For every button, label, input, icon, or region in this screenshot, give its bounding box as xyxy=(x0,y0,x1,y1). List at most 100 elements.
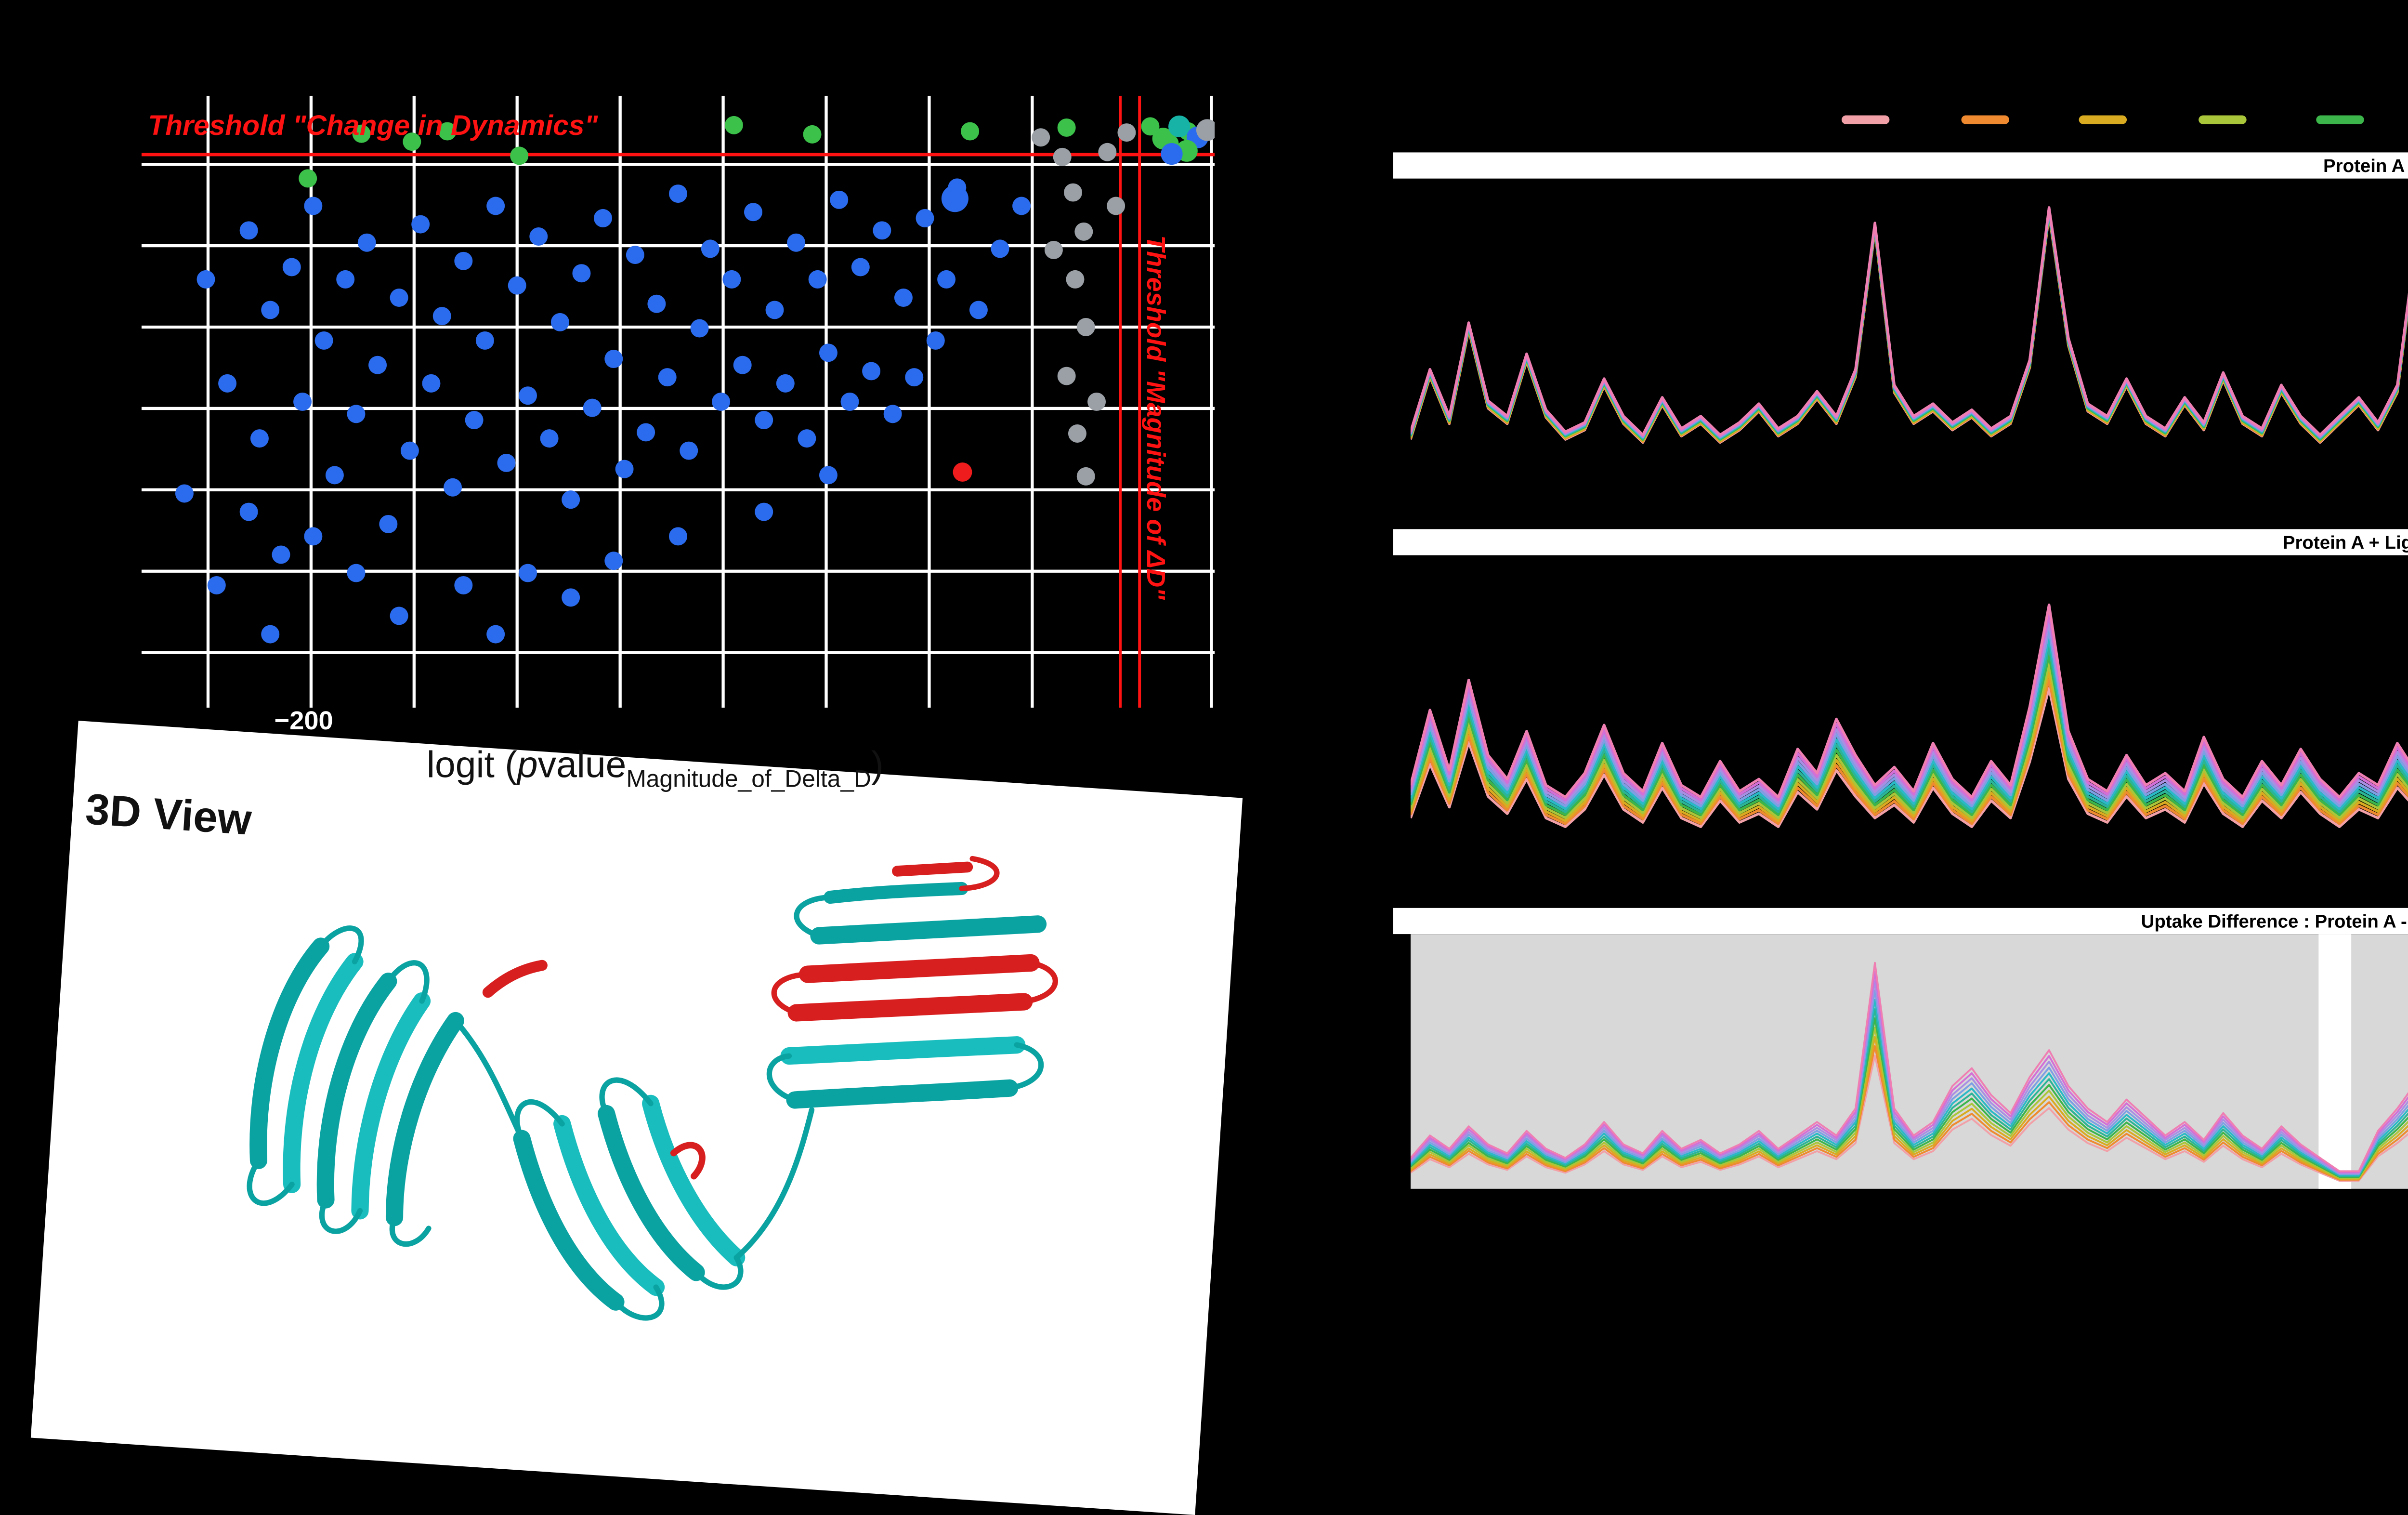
scatter-point-blue[interactable] xyxy=(819,343,838,362)
scatter-point-blue[interactable] xyxy=(304,527,323,546)
scatter-point-gray[interactable] xyxy=(1068,424,1086,443)
scatter-point-blue[interactable] xyxy=(755,502,773,521)
uptake-trace-3[interactable] xyxy=(1410,211,2408,458)
scatter-point-blue[interactable] xyxy=(744,203,762,222)
scatter-point-blue[interactable] xyxy=(647,294,666,313)
scatter-point-blue[interactable] xyxy=(808,270,827,289)
scatter-point-blue[interactable] xyxy=(604,552,623,570)
scatter-point-blue[interactable] xyxy=(1012,197,1031,215)
scatter-point-blue[interactable] xyxy=(851,258,870,277)
scatter-point-green[interactable] xyxy=(1057,118,1076,137)
scatter-point-blue[interactable] xyxy=(637,423,655,442)
scatter-point-blue[interactable] xyxy=(550,313,569,331)
3d-viewer-panel[interactable]: 3D View xyxy=(30,721,1243,1515)
scatter-point-blue[interactable] xyxy=(207,576,226,594)
scatter-point-blue[interactable] xyxy=(239,221,258,240)
uptake-trace-5[interactable] xyxy=(1410,633,2408,814)
scatter-point-blue[interactable] xyxy=(615,460,634,478)
scatter-point-blue[interactable] xyxy=(379,514,398,533)
scatter-point-blue[interactable] xyxy=(991,239,1009,258)
legend-swatch-4[interactable] xyxy=(2316,115,2364,124)
uptake-trace-0[interactable] xyxy=(1410,213,2408,474)
scatter-point-blue[interactable] xyxy=(905,368,924,387)
scatter-point-green[interactable] xyxy=(352,124,371,143)
scatter-point-blue[interactable] xyxy=(658,368,677,387)
scatter-point-blue[interactable] xyxy=(336,270,355,289)
uptake-trace-9[interactable] xyxy=(1410,207,2408,437)
scatter-point-blue[interactable] xyxy=(497,453,516,472)
scatter-point-gray[interactable] xyxy=(1117,123,1136,142)
uptake-trace-0[interactable] xyxy=(1410,1054,2408,1182)
uptake-trace-9[interactable] xyxy=(1410,599,2408,802)
uptake-trace-3[interactable] xyxy=(1410,1027,2408,1179)
scatter-point-blue[interactable] xyxy=(562,588,580,607)
scatter-point-blue[interactable] xyxy=(519,386,537,405)
scatter-point-blue[interactable] xyxy=(250,429,269,448)
scatter-point-blue[interactable] xyxy=(562,490,580,509)
uptake-trace-2[interactable] xyxy=(1410,660,2408,822)
scatter-point-blue[interactable] xyxy=(540,429,559,448)
scatter-point-blue[interactable] xyxy=(261,301,280,319)
scatter-point-blue[interactable] xyxy=(916,209,934,227)
scatter-point-red[interactable] xyxy=(953,462,972,482)
scatter-point-cluster[interactable] xyxy=(1161,143,1183,165)
scatter-point-green[interactable] xyxy=(403,132,421,151)
scatter-point-blue[interactable] xyxy=(894,289,913,307)
scatter-point-blue[interactable] xyxy=(239,502,258,521)
scatter-point-blue[interactable] xyxy=(680,441,698,460)
uptake-trace-4[interactable] xyxy=(1410,642,2408,817)
scatter-point-green[interactable] xyxy=(1141,117,1160,136)
scatter-point-blue[interactable] xyxy=(314,331,333,350)
scatter-point-gray[interactable] xyxy=(1032,128,1050,147)
uptake-trace-2[interactable] xyxy=(1410,1036,2408,1180)
scatter-point-blue[interactable] xyxy=(400,441,419,460)
scatter-point-green[interactable] xyxy=(803,125,822,144)
uptake-trace-6[interactable] xyxy=(1410,625,2408,810)
scatter-point-blue[interactable] xyxy=(798,429,816,448)
scatter-point-blue[interactable] xyxy=(787,233,806,252)
scatter-point-gray[interactable] xyxy=(1074,222,1093,241)
uptake-trace-0[interactable] xyxy=(1410,677,2408,828)
scatter-point-blue[interactable] xyxy=(347,405,366,423)
scatter-point-blue[interactable] xyxy=(293,392,312,411)
scatter-point-blue[interactable] xyxy=(926,331,945,350)
scatter-point-blue[interactable] xyxy=(325,466,344,485)
scatter-point-blue[interactable] xyxy=(272,545,290,564)
scatter-point-blue[interactable] xyxy=(668,527,687,546)
scatter-point-gray[interactable] xyxy=(1057,367,1076,385)
scatter-point-blue[interactable] xyxy=(712,392,731,411)
scatter-point-blue[interactable] xyxy=(701,239,720,258)
scatter-point-blue[interactable] xyxy=(626,246,644,264)
scatter-point-blue[interactable] xyxy=(304,197,323,215)
scatter-point-blue[interactable] xyxy=(519,564,537,582)
legend-swatch-2[interactable] xyxy=(2079,115,2127,124)
scatter-point-green[interactable] xyxy=(961,122,980,141)
scatter-point-cluster[interactable] xyxy=(1196,119,1215,141)
scatter-point-blue[interactable] xyxy=(819,466,838,485)
scatter-point-blue[interactable] xyxy=(432,307,451,326)
scatter-point-blue[interactable] xyxy=(347,564,366,582)
scatter-point-blue[interactable] xyxy=(411,215,430,234)
legend-swatch-3[interactable] xyxy=(2197,115,2246,124)
scatter-point-blue[interactable] xyxy=(175,484,194,503)
volcano-plot-svg[interactable] xyxy=(141,95,1215,708)
uptake-trace-7[interactable] xyxy=(1410,616,2408,808)
scatter-point-gray[interactable] xyxy=(1107,197,1125,215)
uptake-trace-10[interactable] xyxy=(1410,962,2408,1172)
scatter-point-blue[interactable] xyxy=(465,411,484,430)
scatter-point-blue[interactable] xyxy=(390,606,408,625)
scatter-point-blue[interactable] xyxy=(840,392,859,411)
uptake-trace-10[interactable] xyxy=(1410,206,2408,436)
scatter-point-blue[interactable] xyxy=(196,270,215,289)
scatter-point-blue[interactable] xyxy=(486,625,505,644)
scatter-point-blue[interactable] xyxy=(668,184,687,203)
scatter-point-green[interactable] xyxy=(510,146,529,165)
scatter-point-gray[interactable] xyxy=(1098,143,1117,161)
uptake-chart-difference[interactable] xyxy=(1410,934,2408,1189)
scatter-point-gray[interactable] xyxy=(1053,147,1072,166)
scatter-point-blue[interactable] xyxy=(937,270,956,289)
scatter-point-blue[interactable] xyxy=(862,362,881,381)
uptake-chart-protein-a[interactable] xyxy=(1410,181,2408,523)
scatter-point-gray[interactable] xyxy=(1076,467,1095,486)
scatter-point-blue[interactable] xyxy=(604,350,623,369)
